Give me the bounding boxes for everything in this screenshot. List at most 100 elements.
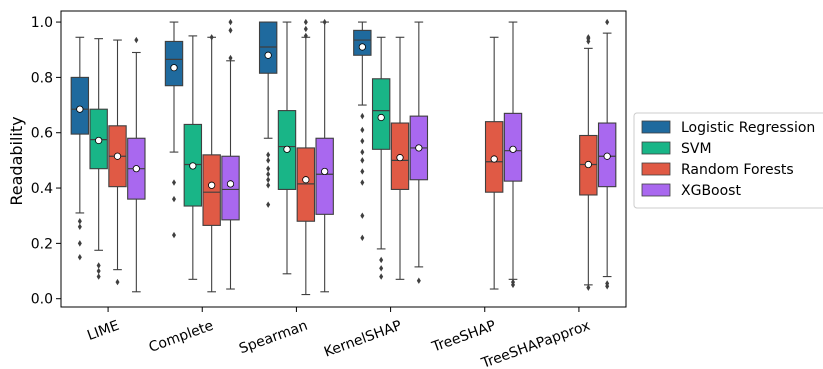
iqr-box: [315, 137, 334, 215]
y-tick-label: 1.0: [31, 15, 53, 31]
y-tick-label: 0.2: [31, 236, 53, 252]
box-svm: [89, 38, 108, 280]
outlier-point: [96, 273, 101, 280]
outlier-point: [322, 18, 327, 26]
mean-marker: [208, 181, 216, 189]
outlier-point: [266, 165, 271, 172]
legend-entry-label: SVM: [681, 141, 712, 157]
outlier-point: [266, 151, 271, 159]
outlier-point: [416, 277, 421, 284]
outlier-point: [605, 18, 610, 26]
iqr-box: [258, 21, 278, 74]
outlier-point: [209, 34, 214, 41]
outlier-point: [360, 112, 365, 120]
outlier-point: [360, 137, 365, 145]
mean-marker: [358, 43, 366, 51]
box-random-forests: [202, 34, 221, 293]
mean-marker: [76, 105, 84, 113]
box-xgboost: [315, 18, 334, 293]
mean-marker: [302, 176, 310, 184]
mean-marker: [264, 51, 272, 59]
legend-swatch: [641, 162, 671, 176]
box-logistic-regression: [353, 21, 372, 242]
y-tick-label: 0.0: [31, 292, 53, 308]
box-xgboost: [409, 21, 429, 284]
legend-swatch: [641, 141, 671, 155]
mean-marker: [584, 160, 592, 169]
outlier-point: [360, 126, 365, 134]
iqr-box: [202, 154, 221, 226]
outlier-point: [172, 179, 176, 186]
outlier-point: [266, 182, 271, 189]
y-axis-label: Readability: [7, 116, 26, 205]
outlier-point: [511, 281, 515, 289]
legend-entry-label: Logistic Regression: [681, 120, 815, 136]
outlier-point: [360, 234, 365, 242]
legend-entry-label: XGBoost: [681, 183, 741, 199]
outlier-point: [303, 18, 308, 26]
outlier-point: [134, 36, 139, 44]
box-xgboost: [503, 21, 523, 289]
box-logistic-regression: [164, 21, 184, 239]
mean-marker: [603, 152, 611, 160]
outlier-point: [77, 240, 82, 247]
mean-marker: [189, 162, 197, 170]
mean-marker: [509, 145, 517, 153]
mean-marker: [170, 64, 178, 72]
outlier-point: [228, 18, 233, 26]
outlier-point: [360, 168, 365, 175]
box-svm: [371, 36, 391, 280]
legend-swatch: [641, 120, 671, 134]
mean-marker: [226, 180, 235, 188]
box-logistic-regression: [258, 21, 278, 208]
mean-marker: [415, 144, 423, 152]
mean-marker: [377, 113, 385, 122]
outlier-point: [77, 223, 82, 230]
y-tick-label: 0.4: [31, 181, 53, 197]
mean-marker: [283, 145, 291, 153]
iqr-box: [353, 29, 372, 56]
outlier-point: [303, 25, 308, 33]
outlier-point: [96, 262, 101, 269]
outlier-point: [228, 27, 233, 34]
legend-entry-label: Random Forests: [681, 162, 794, 178]
outlier-point: [115, 278, 120, 286]
outlier-point: [266, 201, 271, 208]
outlier-point: [360, 212, 365, 219]
outlier-point: [172, 195, 176, 203]
box-random-forests: [579, 34, 598, 291]
legend: Logistic Regression SVM Random Forests XGBo…: [633, 112, 823, 209]
outlier-point: [360, 148, 365, 156]
outlier-point: [77, 254, 82, 261]
outlier-point: [228, 54, 233, 62]
plot-frame: [60, 10, 627, 308]
outlier-point: [586, 284, 591, 291]
mean-marker: [113, 152, 122, 160]
mean-marker: [132, 165, 140, 173]
outlier-point: [360, 179, 365, 186]
outlier-point: [303, 32, 308, 40]
mean-marker: [95, 136, 103, 145]
legend-swatch: [641, 183, 671, 197]
box-xgboost: [221, 18, 240, 290]
outlier-point: [96, 267, 101, 275]
box-xgboost: [597, 18, 617, 290]
box-logistic-regression: [70, 36, 90, 261]
outlier-point: [379, 273, 384, 280]
outlier-point: [379, 265, 384, 272]
outlier-point: [266, 157, 271, 164]
box-random-forests: [484, 36, 504, 290]
outlier-point: [77, 218, 82, 225]
outlier-point: [586, 38, 591, 45]
outlier-point: [266, 171, 271, 178]
iqr-box: [221, 155, 240, 221]
box-svm: [277, 21, 297, 275]
outlier-point: [379, 256, 384, 264]
outlier-point: [360, 157, 365, 164]
iqr-box: [296, 147, 316, 222]
outlier-point: [605, 283, 610, 290]
mean-marker: [396, 154, 404, 162]
mean-marker: [490, 155, 498, 163]
iqr-box: [164, 40, 184, 87]
